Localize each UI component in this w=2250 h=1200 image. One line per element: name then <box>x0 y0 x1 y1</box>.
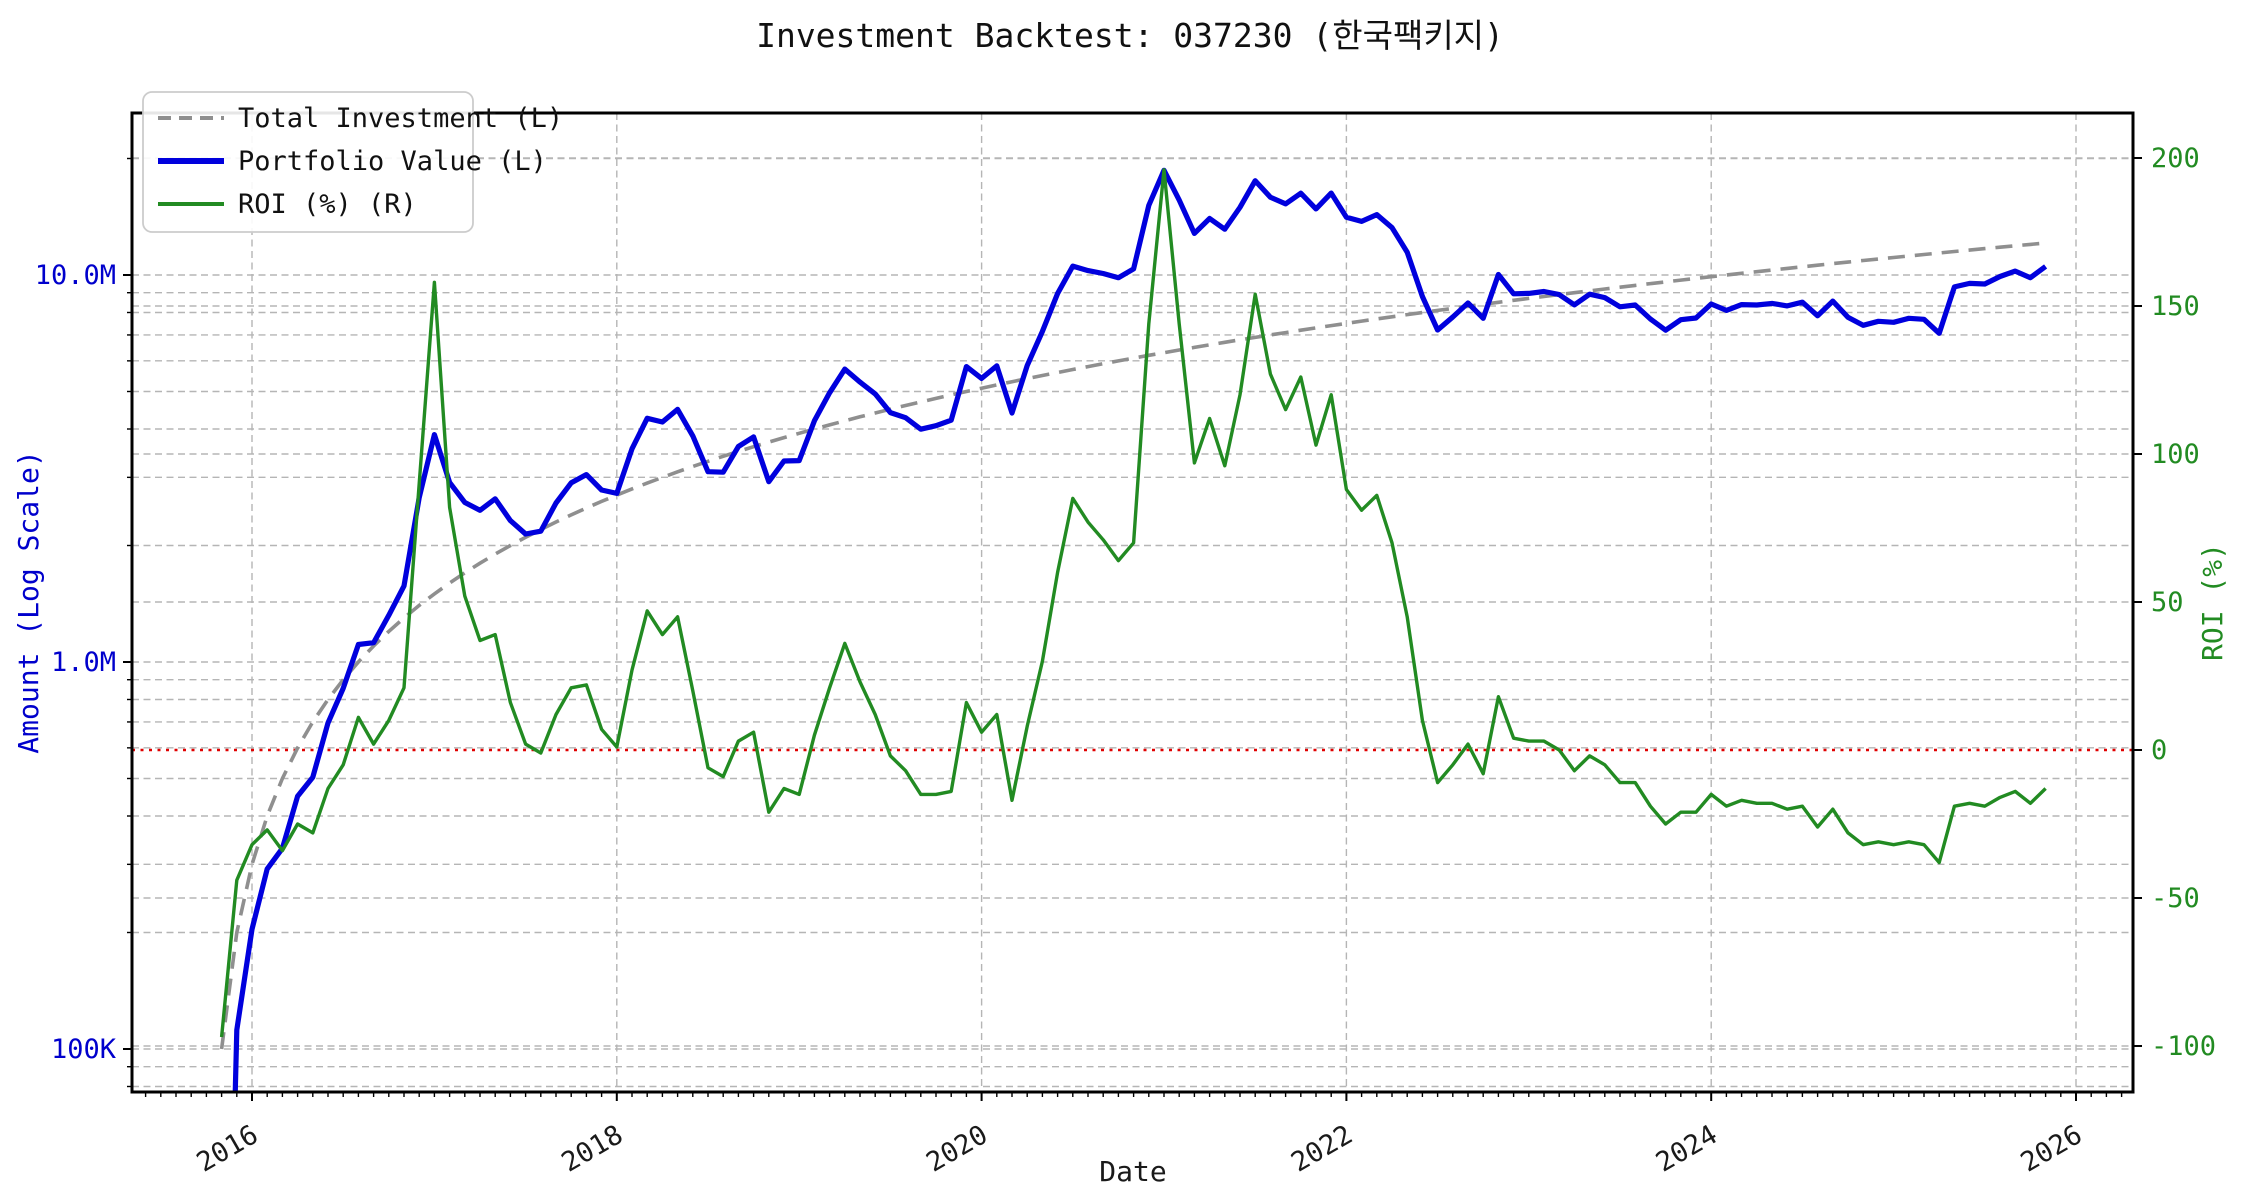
x-tick-label: 2026 <box>2016 1119 2088 1178</box>
y-right-tick-label: 100 <box>2151 439 2200 470</box>
total-investment-line <box>219 241 2046 1050</box>
x-axis-title: Date <box>1099 1155 1166 1188</box>
y-left-axis-title: Amount (Log Scale) <box>12 450 45 753</box>
y-right-tick-label: -50 <box>2151 883 2200 914</box>
legend-box <box>142 91 474 233</box>
x-tick-label: 2022 <box>1286 1119 1358 1178</box>
portfolio-value-line <box>232 167 2048 1092</box>
roi-line <box>219 168 2047 1038</box>
y-left-tick-label: 1.0M <box>51 647 116 678</box>
legend: Total Investment (L) Portfolio Value (L)… <box>142 91 563 233</box>
chart-title: Investment Backtest: 037230 (한국팩키지) <box>756 16 1504 55</box>
legend-label-portfolio-value: Portfolio Value (L) <box>238 146 547 177</box>
legend-label-roi: ROI (%) (R) <box>238 189 417 220</box>
x-tick-label: 2024 <box>1651 1119 1723 1178</box>
y-right-tick-label: 0 <box>2151 735 2167 766</box>
y-right-tick-label: 150 <box>2151 291 2200 322</box>
legend-label-total-investment: Total Investment (L) <box>238 103 563 134</box>
x-tick-label: 2020 <box>921 1119 993 1178</box>
y-left-tick-label: 10.0M <box>35 260 116 291</box>
grid-layer <box>132 113 2133 1092</box>
series-layer <box>219 167 2048 1092</box>
y-right-tick-label: -100 <box>2151 1031 2216 1062</box>
x-tick-label: 2016 <box>192 1119 264 1178</box>
x-tick-label: 2018 <box>556 1119 628 1178</box>
y-right-tick-label: 50 <box>2151 587 2184 618</box>
y-right-tick-label: 200 <box>2151 143 2200 174</box>
y-left-tick-label: 100K <box>51 1034 117 1065</box>
y-right-axis-title: ROI (%) <box>2196 543 2229 661</box>
